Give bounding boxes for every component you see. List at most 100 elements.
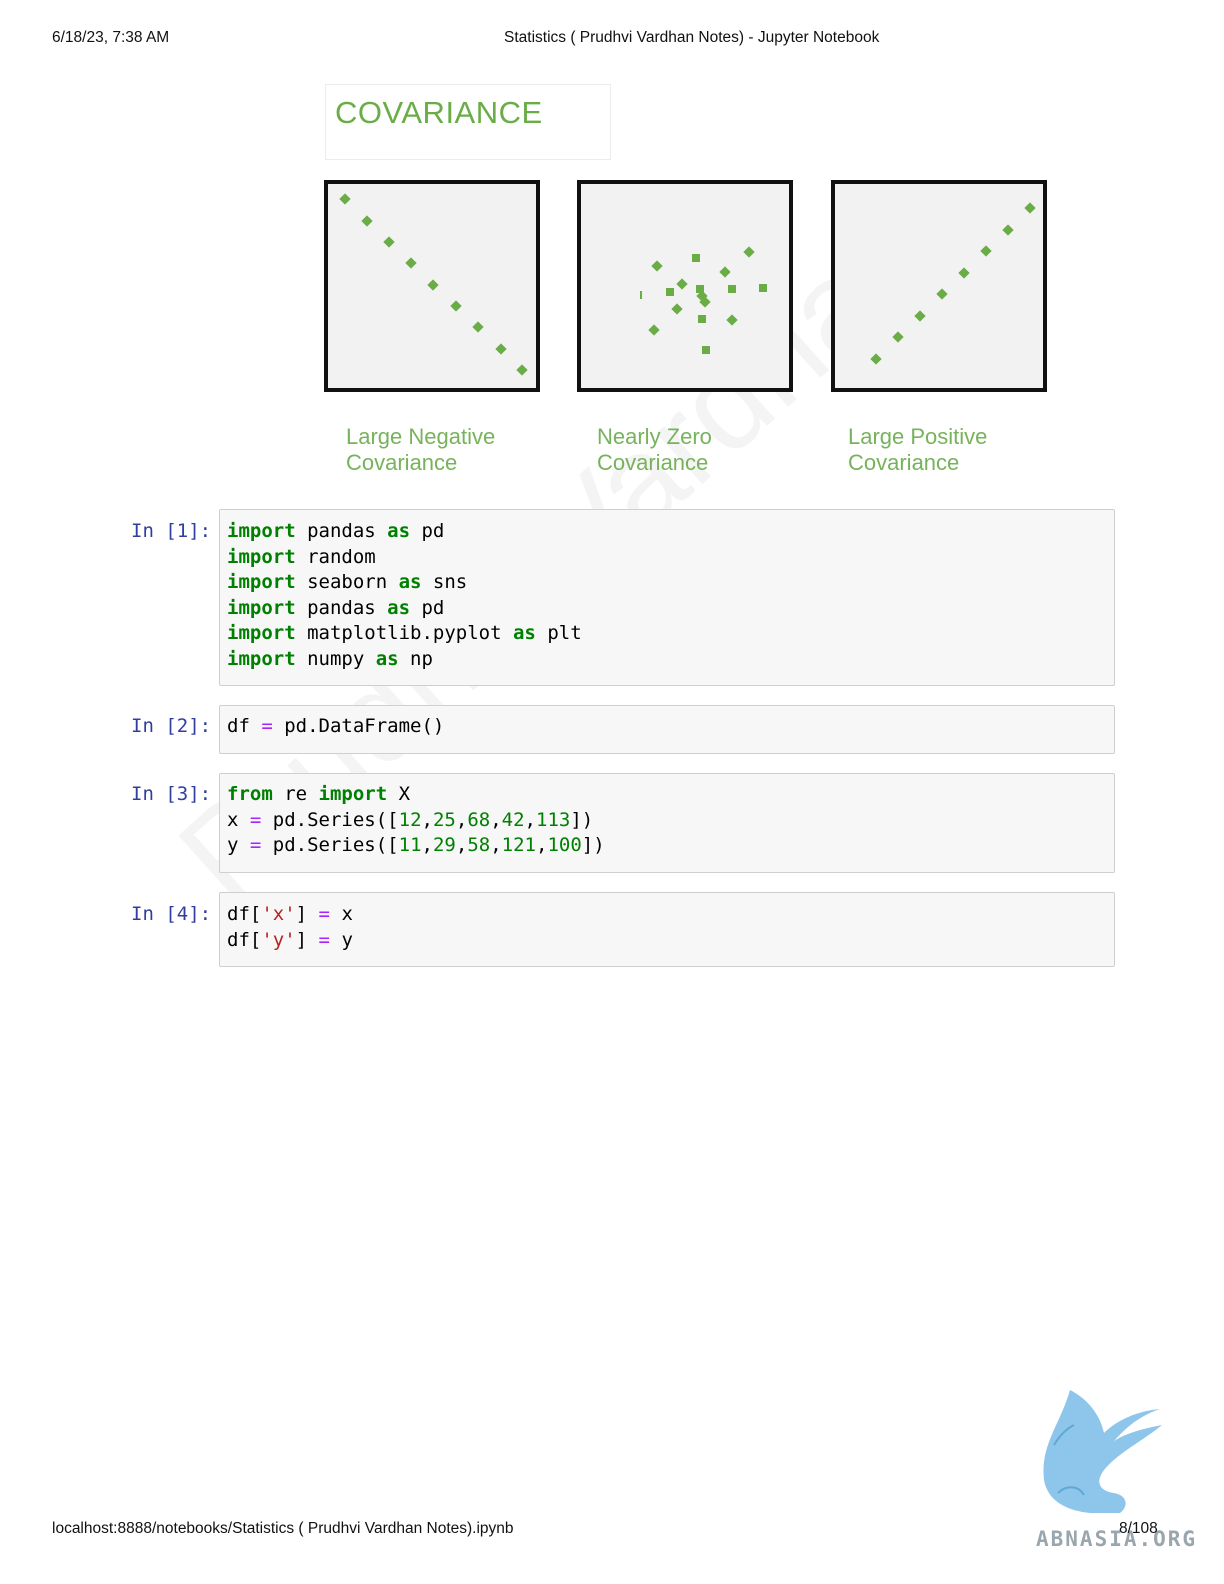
code-token: as: [375, 647, 399, 670]
code-token: plt: [535, 622, 582, 644]
code-token: pd: [410, 520, 445, 542]
cell-prompt: In [4]:: [131, 903, 212, 925]
code-line: import random: [227, 545, 582, 571]
code-token: ]: [295, 928, 319, 951]
point: [726, 314, 738, 326]
zero-covariance-panel: [577, 180, 793, 392]
code-token: 29: [432, 834, 456, 856]
point: [702, 346, 710, 354]
code-token: df: [227, 715, 262, 737]
code-cell-2[interactable]: [219, 705, 1115, 754]
code-token: random: [295, 545, 376, 568]
code-token: df[: [227, 903, 262, 925]
code-token: re: [272, 783, 319, 805]
point: [648, 324, 660, 336]
code-line: import pandas as pd: [227, 519, 582, 545]
code-token: 100: [547, 834, 582, 856]
code-token: ,: [455, 834, 468, 856]
code-token: =: [249, 834, 262, 856]
code-token: ,: [535, 834, 548, 856]
code-token: ,: [490, 808, 502, 831]
point: [914, 310, 926, 322]
code-cell-4[interactable]: [219, 892, 1115, 967]
code-cell-1[interactable]: [219, 509, 1115, 686]
point: [892, 331, 904, 343]
code-token: 12: [398, 808, 422, 831]
code-token: pd.DataFrame(): [272, 715, 445, 737]
point: [728, 285, 736, 293]
point: [666, 288, 674, 296]
code-line: import seaborn as sns: [227, 570, 582, 596]
point: [339, 193, 351, 205]
point: [671, 303, 683, 315]
zero-covariance-label: Nearly Zero Covariance: [597, 424, 712, 475]
code-token: from: [227, 783, 273, 805]
point: [759, 284, 767, 292]
code-token: pd: [410, 596, 445, 619]
point: [383, 236, 395, 248]
code-token: 68: [467, 808, 491, 831]
negative-covariance-panel: [324, 180, 540, 392]
cell-prompt: In [2]:: [131, 715, 212, 737]
point: [427, 279, 439, 291]
point: [1002, 224, 1014, 236]
point: [516, 364, 528, 376]
code-line: import matplotlib.pyplot as plt: [227, 621, 582, 647]
code-token: ]: [295, 903, 319, 925]
code-cell-3[interactable]: [219, 773, 1115, 873]
code-token: pd.Series([: [261, 834, 399, 856]
code-line: df['x'] = x: [227, 902, 353, 928]
figure-title: COVARIANCE: [335, 95, 543, 130]
point: [450, 300, 462, 312]
code-line: df = pd.DataFrame(): [227, 714, 444, 740]
code-token: X: [387, 783, 411, 805]
point: [696, 285, 704, 293]
code-token: 'x': [261, 903, 296, 925]
figure-title-box: [325, 84, 611, 160]
code-token: matplotlib.pyplot: [295, 622, 513, 644]
point: [958, 267, 970, 279]
negative-covariance-plot: [339, 193, 528, 376]
cell-code[interactable]: import pandas as pd import random import s…: [227, 519, 582, 672]
code-token: y: [227, 834, 250, 856]
logo-text: ABNASIA.ORG: [1036, 1527, 1198, 1551]
code-token: ,: [421, 808, 433, 831]
positive-covariance-label: Large Positive Covariance: [848, 424, 988, 475]
point: [698, 315, 706, 323]
code-line: df['y'] = y: [227, 928, 353, 954]
code-token: as: [512, 622, 536, 644]
code-token: as: [387, 520, 411, 542]
code-token: ,: [421, 834, 433, 856]
code-token: 42: [501, 808, 525, 831]
code-token: 58: [467, 834, 491, 856]
code-line: x = pd.Series([12,25,68,42,113]): [227, 808, 605, 834]
positive-covariance-plot: [870, 202, 1036, 365]
code-token: pandas: [295, 520, 388, 542]
code-token: import: [227, 545, 296, 568]
zero-covariance-plot: [640, 246, 767, 354]
point: [640, 291, 642, 299]
point: [676, 278, 688, 290]
code-token: import: [227, 647, 296, 670]
code-token: 113: [536, 808, 571, 831]
code-token: ,: [524, 808, 536, 831]
code-token: as: [387, 596, 411, 619]
code-token: y: [330, 928, 353, 951]
point: [980, 245, 992, 257]
code-token: pandas: [295, 596, 388, 619]
cell-prompt: In [1]:: [131, 520, 212, 542]
footer-url: localhost:8888/notebooks/Statistics ( Pr…: [52, 1520, 514, 1537]
point: [405, 257, 417, 269]
cell-code[interactable]: df = pd.DataFrame(): [227, 714, 444, 740]
code-line: y = pd.Series([11,29,58,121,100]): [227, 833, 605, 859]
code-token: import: [227, 596, 296, 619]
griffin-logo-icon: [1043, 1390, 1162, 1513]
point: [719, 266, 731, 278]
code-token: import: [227, 622, 296, 644]
cell-code[interactable]: df['x'] = x df['y'] = y: [227, 902, 353, 953]
code-token: =: [318, 928, 330, 951]
code-token: ,: [455, 808, 468, 831]
code-token: seaborn: [295, 571, 399, 593]
code-token: import: [227, 520, 296, 542]
